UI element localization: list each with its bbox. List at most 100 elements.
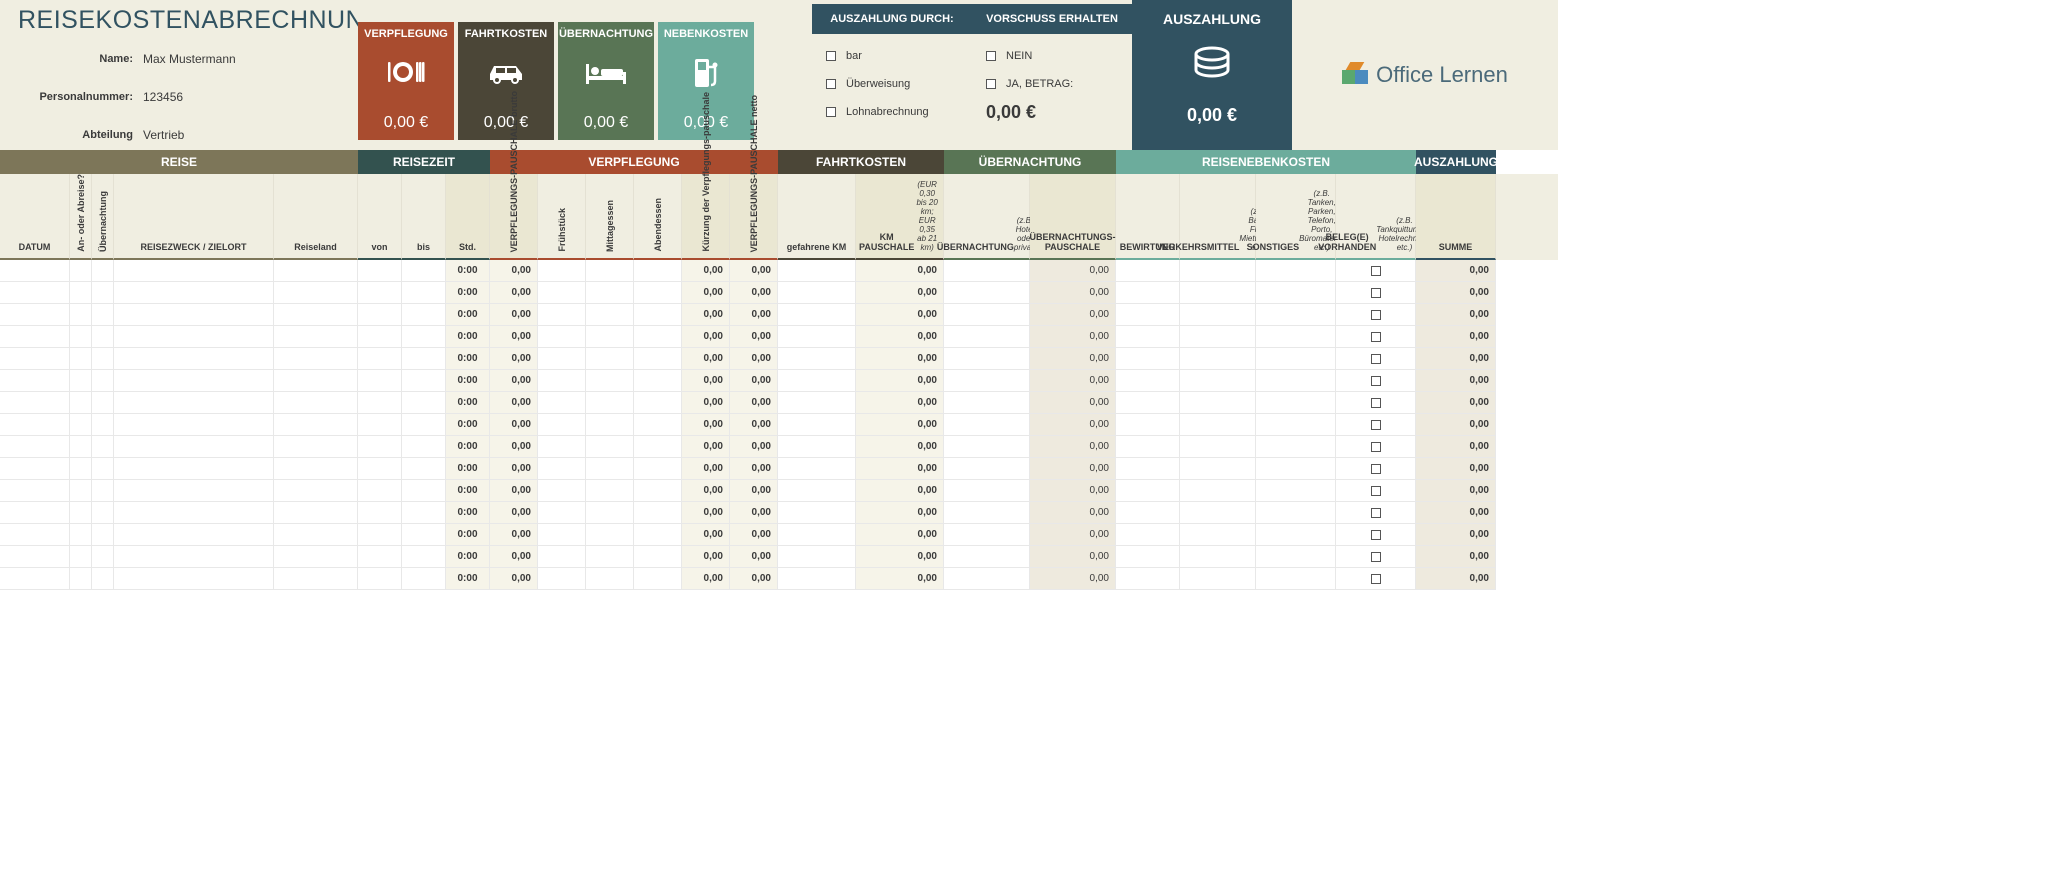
cell-uebernachtung[interactable] (944, 436, 1030, 458)
cell-abendessen[interactable] (634, 546, 682, 568)
cell-km[interactable] (778, 480, 856, 502)
cell-uebernachtung-flag[interactable] (92, 546, 114, 568)
cell-uebernachtung-flag[interactable] (92, 392, 114, 414)
cell-datum[interactable] (0, 568, 70, 590)
cell-uebernachtung[interactable] (944, 568, 1030, 590)
cell-uebernachtung[interactable] (944, 392, 1030, 414)
cell-verkehrsmittel[interactable] (1180, 260, 1256, 282)
cell-uebernachtung[interactable] (944, 304, 1030, 326)
cell-beleg-checkbox[interactable] (1336, 282, 1416, 304)
cell-anabreise[interactable] (70, 282, 92, 304)
cell-bewirtung[interactable] (1116, 282, 1180, 304)
cell-beleg-checkbox[interactable] (1336, 348, 1416, 370)
cell-mittagessen[interactable] (586, 458, 634, 480)
cell-datum[interactable] (0, 348, 70, 370)
cell-mittagessen[interactable] (586, 304, 634, 326)
cell-fruehstueck[interactable] (538, 436, 586, 458)
cell-land[interactable] (274, 304, 358, 326)
name-value[interactable]: Max Mustermann (143, 52, 236, 66)
cell-anabreise[interactable] (70, 524, 92, 546)
cell-datum[interactable] (0, 414, 70, 436)
cell-von[interactable] (358, 304, 402, 326)
cell-bis[interactable] (402, 282, 446, 304)
cell-uebernachtung-flag[interactable] (92, 282, 114, 304)
cell-uebernachtung[interactable] (944, 414, 1030, 436)
cell-abendessen[interactable] (634, 458, 682, 480)
cell-datum[interactable] (0, 480, 70, 502)
cell-bewirtung[interactable] (1116, 568, 1180, 590)
cell-beleg-checkbox[interactable] (1336, 260, 1416, 282)
cell-von[interactable] (358, 458, 402, 480)
cell-abendessen[interactable] (634, 260, 682, 282)
cell-zweck[interactable] (114, 524, 274, 546)
cell-verkehrsmittel[interactable] (1180, 282, 1256, 304)
cell-sonstiges[interactable] (1256, 370, 1336, 392)
cell-zweck[interactable] (114, 282, 274, 304)
cell-verkehrsmittel[interactable] (1180, 348, 1256, 370)
cell-uebernachtung-flag[interactable] (92, 524, 114, 546)
cell-abendessen[interactable] (634, 304, 682, 326)
persnr-value[interactable]: 123456 (143, 90, 183, 104)
cell-zweck[interactable] (114, 304, 274, 326)
cell-uebernachtung-flag[interactable] (92, 348, 114, 370)
cell-fruehstueck[interactable] (538, 282, 586, 304)
cell-uebernachtung[interactable] (944, 458, 1030, 480)
cell-km[interactable] (778, 392, 856, 414)
cell-zweck[interactable] (114, 370, 274, 392)
cell-verkehrsmittel[interactable] (1180, 458, 1256, 480)
cell-verkehrsmittel[interactable] (1180, 436, 1256, 458)
cell-verkehrsmittel[interactable] (1180, 392, 1256, 414)
cell-uebernachtung-flag[interactable] (92, 568, 114, 590)
cell-verkehrsmittel[interactable] (1180, 524, 1256, 546)
cell-beleg-checkbox[interactable] (1336, 304, 1416, 326)
cell-anabreise[interactable] (70, 436, 92, 458)
cell-land[interactable] (274, 260, 358, 282)
cell-fruehstueck[interactable] (538, 480, 586, 502)
cell-anabreise[interactable] (70, 414, 92, 436)
cell-anabreise[interactable] (70, 392, 92, 414)
cell-uebernachtung-flag[interactable] (92, 304, 114, 326)
cell-km[interactable] (778, 502, 856, 524)
cell-uebernachtung-flag[interactable] (92, 260, 114, 282)
cell-beleg-checkbox[interactable] (1336, 568, 1416, 590)
cell-fruehstueck[interactable] (538, 370, 586, 392)
cell-anabreise[interactable] (70, 370, 92, 392)
cell-zweck[interactable] (114, 326, 274, 348)
cell-verkehrsmittel[interactable] (1180, 326, 1256, 348)
checkbox-bar[interactable]: bar (826, 42, 958, 70)
cell-fruehstueck[interactable] (538, 392, 586, 414)
checkbox-ueberweisung[interactable]: Überweisung (826, 70, 958, 98)
cell-abendessen[interactable] (634, 348, 682, 370)
cell-km[interactable] (778, 370, 856, 392)
cell-fruehstueck[interactable] (538, 304, 586, 326)
cell-beleg-checkbox[interactable] (1336, 480, 1416, 502)
cell-uebernachtung-flag[interactable] (92, 458, 114, 480)
cell-land[interactable] (274, 348, 358, 370)
cell-bewirtung[interactable] (1116, 348, 1180, 370)
cell-zweck[interactable] (114, 436, 274, 458)
cell-verkehrsmittel[interactable] (1180, 370, 1256, 392)
cell-bis[interactable] (402, 370, 446, 392)
cell-abendessen[interactable] (634, 568, 682, 590)
cell-zweck[interactable] (114, 414, 274, 436)
cell-fruehstueck[interactable] (538, 414, 586, 436)
cell-beleg-checkbox[interactable] (1336, 436, 1416, 458)
cell-beleg-checkbox[interactable] (1336, 458, 1416, 480)
cell-fruehstueck[interactable] (538, 348, 586, 370)
cell-von[interactable] (358, 480, 402, 502)
cell-abendessen[interactable] (634, 524, 682, 546)
cell-land[interactable] (274, 546, 358, 568)
cell-zweck[interactable] (114, 502, 274, 524)
cell-bis[interactable] (402, 546, 446, 568)
checkbox-ja[interactable]: JA, BETRAG: (986, 70, 1118, 98)
cell-sonstiges[interactable] (1256, 568, 1336, 590)
cell-bis[interactable] (402, 414, 446, 436)
cell-datum[interactable] (0, 304, 70, 326)
cell-datum[interactable] (0, 370, 70, 392)
cell-bis[interactable] (402, 502, 446, 524)
cell-von[interactable] (358, 502, 402, 524)
cell-mittagessen[interactable] (586, 326, 634, 348)
checkbox-lohnabrechnung[interactable]: Lohnabrechnung (826, 98, 958, 126)
cell-km[interactable] (778, 282, 856, 304)
cell-uebernachtung[interactable] (944, 370, 1030, 392)
